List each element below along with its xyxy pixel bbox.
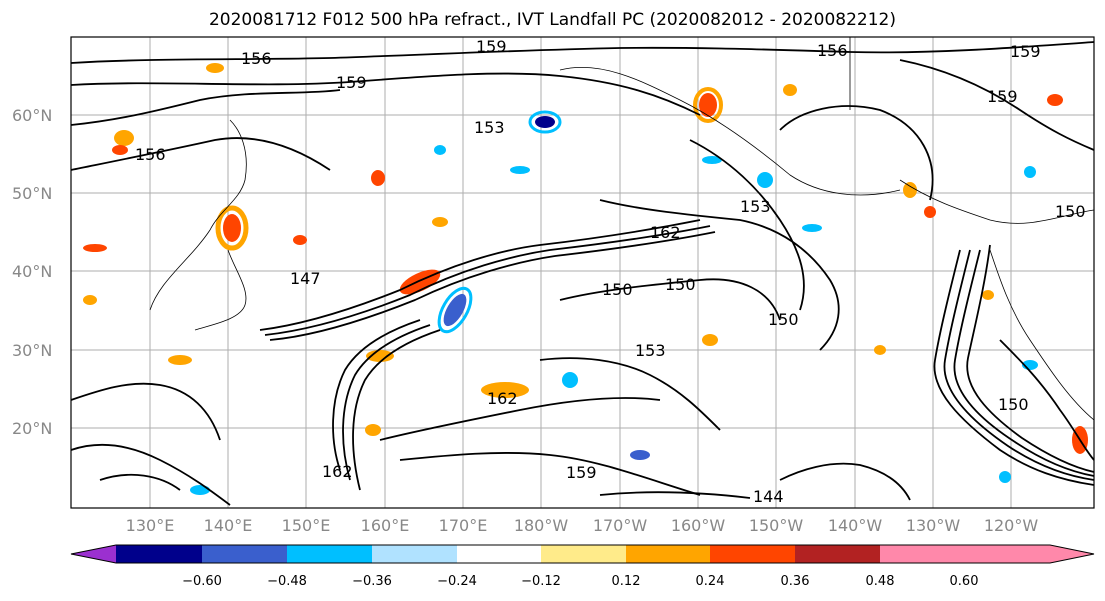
colorbar-segment xyxy=(372,545,457,563)
latitude-labels: 60°N 50°N 40°N 30°N 20°N xyxy=(12,106,52,438)
lat-label: 20°N xyxy=(12,419,52,438)
contour-lines xyxy=(70,41,1095,506)
colorbar-segment xyxy=(116,545,202,563)
lon-label: 160°W xyxy=(671,516,726,535)
colorbar-under-arrow xyxy=(71,545,116,563)
contour-label: 162 xyxy=(487,389,518,408)
lon-label: 150°W xyxy=(749,516,804,535)
colorbar-tick-label: −0.12 xyxy=(521,574,561,589)
lon-label: 170°W xyxy=(593,516,648,535)
chart-title: 2020081712 F012 500 hPa refract., IVT La… xyxy=(208,10,896,30)
colorbar-over-arrow xyxy=(964,545,1094,563)
colorbar xyxy=(70,544,1095,564)
colorbar-tick-label: −0.60 xyxy=(182,574,222,589)
colorbar-ticks: −0.60 −0.48 −0.36 −0.24 −0.12 0.12 0.24 … xyxy=(182,574,978,589)
contour-label: 147 xyxy=(290,269,321,288)
contour-label: 150 xyxy=(768,310,799,329)
lon-label: 160°E xyxy=(361,516,410,535)
contour-label: 153 xyxy=(474,118,505,137)
colorbar-segment xyxy=(710,545,795,563)
contour-label: 156 xyxy=(135,145,166,164)
colorbar-tick-label: 0.12 xyxy=(612,574,641,589)
colorbar-segment xyxy=(457,545,541,563)
colorbar-segment xyxy=(541,545,626,563)
colorbar-segment xyxy=(880,545,964,563)
anomaly-fills xyxy=(83,63,1088,495)
contour-label: 144 xyxy=(753,487,784,506)
colorbar-tick-label: −0.24 xyxy=(437,574,477,589)
contour-label: 153 xyxy=(740,197,771,216)
colorbar-outline xyxy=(70,544,1095,564)
colorbar-segment xyxy=(795,545,880,563)
contour-labels: 156 159 159 156 159 156 153 153 150 150 … xyxy=(135,37,1086,506)
colorbar-segment xyxy=(202,545,287,563)
contour-label: 150 xyxy=(1055,202,1086,221)
coastlines xyxy=(149,37,1095,421)
contour-label: 150 xyxy=(665,275,696,294)
lat-label: 50°N xyxy=(12,184,52,203)
contour-label: 159 xyxy=(1010,42,1041,61)
colorbar-segment xyxy=(626,545,710,563)
contour-label: 150 xyxy=(602,280,633,299)
lon-label: 130°W xyxy=(906,516,961,535)
lon-label: 140°W xyxy=(828,516,883,535)
colorbar-tick-label: −0.36 xyxy=(352,574,392,589)
colorbar-tick-label: −0.48 xyxy=(267,574,307,589)
contour-label: 159 xyxy=(987,87,1018,106)
contour-label: 159 xyxy=(476,37,507,56)
lon-label: 180°W xyxy=(514,516,569,535)
colorbar-segment xyxy=(287,545,372,563)
colorbar-tick-label: 0.36 xyxy=(781,574,810,589)
contour-label: 156 xyxy=(241,49,272,68)
lon-label: 140°E xyxy=(204,516,253,535)
lon-label: 130°E xyxy=(126,516,175,535)
lat-label: 40°N xyxy=(12,262,52,281)
colorbar-tick-label: 0.24 xyxy=(696,574,725,589)
contour-label: 159 xyxy=(566,463,597,482)
colorbar-tick-label: 0.48 xyxy=(866,574,895,589)
contour-label: 153 xyxy=(635,341,666,360)
map-border xyxy=(70,36,1095,509)
longitude-labels: 130°E 140°E 150°E 160°E 170°E 180°W 170°… xyxy=(126,516,1039,535)
lon-label: 150°E xyxy=(282,516,331,535)
contour-label: 156 xyxy=(817,41,848,60)
lat-label: 30°N xyxy=(12,341,52,360)
contour-label: 162 xyxy=(322,462,353,481)
contour-label: 150 xyxy=(998,395,1029,414)
contour-label: 159 xyxy=(336,73,367,92)
map-area xyxy=(71,37,1094,508)
lon-label: 170°E xyxy=(439,516,488,535)
colorbar-tick-label: 0.60 xyxy=(950,574,979,589)
lat-label: 60°N xyxy=(12,106,52,125)
lon-label: 120°W xyxy=(984,516,1039,535)
contour-label: 162 xyxy=(650,223,681,242)
